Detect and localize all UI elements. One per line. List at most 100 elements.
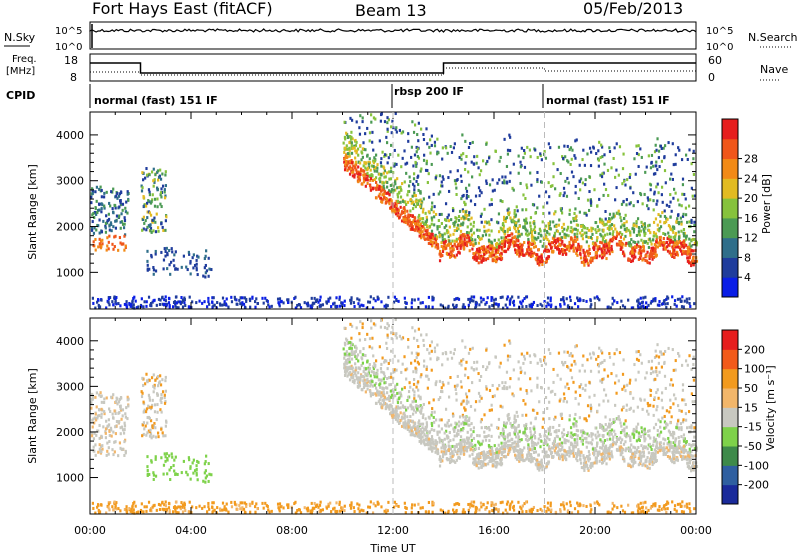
power-cell (693, 237, 696, 241)
velocity-cell (189, 477, 192, 481)
power-cell (103, 206, 106, 210)
power-cell (686, 220, 689, 224)
power-cell (180, 295, 183, 299)
power-cell (390, 125, 393, 129)
velocity-cell (395, 409, 398, 413)
power-cell (466, 213, 469, 217)
power-cell (679, 247, 682, 251)
power-cell (589, 235, 593, 239)
power-cell (485, 301, 488, 305)
velocity-cell (143, 409, 146, 413)
power-cell (586, 252, 590, 256)
power-cell (414, 228, 417, 232)
power-cell (358, 126, 361, 130)
velocity-cell (345, 359, 348, 363)
velocity-cell (424, 434, 427, 438)
velocity-cell (440, 427, 443, 431)
power-cell (108, 201, 111, 205)
velocity-cell (529, 421, 533, 425)
power-cell (583, 263, 586, 267)
velocity-cell (631, 432, 634, 436)
power-cell (340, 304, 344, 308)
power-cell (413, 184, 416, 188)
power-cell (513, 209, 516, 213)
power-cell (590, 150, 593, 154)
velocity-cell (523, 357, 527, 361)
power-cell (674, 241, 677, 245)
power-cell (530, 305, 534, 309)
power-cell (644, 170, 647, 174)
velocity-cell (621, 438, 624, 442)
velocity-cell (423, 443, 427, 447)
power-cell (261, 296, 264, 300)
power-cell (690, 162, 693, 166)
power-cell (405, 202, 408, 206)
power-cell (565, 252, 568, 256)
power-cell (656, 223, 659, 227)
power-cell (576, 223, 580, 227)
power-cell (451, 209, 455, 213)
cpid-segment-1: normal (fast) 151 IF (94, 94, 218, 107)
velocity-cell (205, 474, 209, 478)
power-cell (496, 255, 499, 259)
power-cell (404, 306, 407, 310)
velocity-cell (152, 434, 155, 438)
power-cell (345, 153, 348, 157)
power-cell (536, 261, 539, 265)
power-cell (554, 187, 557, 191)
power-cell (356, 175, 360, 179)
power-cell (648, 257, 651, 261)
velocity-cell (449, 375, 452, 379)
power-cell (379, 113, 383, 117)
power-cell (684, 250, 687, 254)
power-cell (413, 194, 416, 198)
power-cell (140, 297, 143, 301)
velocity-cell (447, 424, 450, 428)
power-cell (484, 220, 487, 224)
power-cell (188, 305, 191, 309)
power-cell (101, 242, 104, 246)
power-cell (195, 266, 198, 270)
power-cell (392, 300, 396, 304)
velocity-cell (120, 448, 123, 452)
power-cell (451, 244, 454, 248)
power-cell (456, 296, 459, 300)
power-cell (131, 300, 134, 304)
velocity-cell (189, 465, 192, 469)
power-cell (385, 153, 388, 157)
power-cell (520, 245, 524, 249)
power-cell (105, 248, 108, 252)
velocity-cell (95, 405, 98, 409)
power-cell (325, 301, 329, 305)
power-colorbar-segment (722, 277, 738, 298)
power-cell (104, 221, 108, 225)
power-cell (563, 251, 567, 255)
power-cell (494, 297, 497, 301)
velocity-cell (610, 372, 613, 376)
velocity-cell (97, 408, 101, 412)
velocity-cell (586, 457, 590, 461)
power-cell (203, 266, 206, 270)
velocity-cell (417, 327, 420, 331)
power-cell (586, 198, 590, 202)
power-cell (690, 220, 693, 224)
power-cell (403, 211, 406, 215)
power-cell (461, 233, 464, 237)
power-cell (662, 146, 665, 150)
power-cell (419, 169, 422, 173)
velocity-cell (151, 403, 154, 407)
power-cell (418, 213, 421, 217)
velocity-cell (346, 367, 349, 371)
power-cell (484, 257, 487, 261)
power-cell (583, 163, 586, 167)
power-cell (343, 304, 346, 308)
power-cell (488, 222, 491, 226)
power-cell (425, 127, 428, 131)
power-cell (524, 228, 528, 232)
power-cell (342, 141, 345, 145)
power-cell (640, 238, 643, 242)
velocity-cell (482, 365, 485, 369)
power-cell (674, 253, 677, 257)
power-cell (243, 296, 247, 300)
power-cell (366, 166, 370, 170)
